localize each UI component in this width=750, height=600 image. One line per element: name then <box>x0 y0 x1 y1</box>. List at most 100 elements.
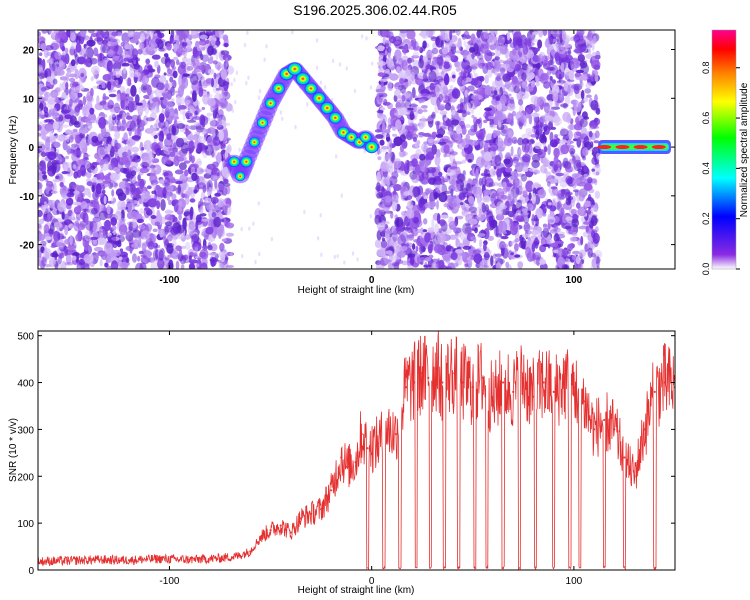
noise-speckle <box>48 30 57 36</box>
noise-speckle <box>166 159 172 165</box>
noise-speckle <box>386 175 391 187</box>
noise-speckle <box>164 137 174 148</box>
noise-speckle <box>164 214 174 221</box>
noise-speckle <box>467 258 473 268</box>
noise-speckle <box>291 30 294 35</box>
noise-speckle <box>561 30 567 41</box>
noise-speckle <box>128 124 132 137</box>
noise-speckle <box>522 243 526 249</box>
noise-speckle <box>552 30 561 38</box>
noise-speckle <box>517 218 526 223</box>
noise-speckle <box>387 262 394 269</box>
noise-speckle <box>430 114 435 118</box>
noise-speckle <box>156 197 163 201</box>
noise-speckle <box>80 201 88 210</box>
noise-speckle <box>84 230 92 242</box>
noise-speckle <box>427 227 435 233</box>
noise-speckle <box>104 219 111 232</box>
noise-speckle <box>383 47 389 57</box>
noise-speckle <box>376 247 386 257</box>
noise-speckle <box>247 75 250 81</box>
noise-speckle <box>61 124 70 128</box>
noise-speckle <box>512 160 521 168</box>
noise-speckle <box>178 162 187 171</box>
noise-speckle <box>379 107 386 111</box>
noise-speckle <box>116 120 122 132</box>
noise-speckle <box>45 208 49 216</box>
noise-speckle <box>412 136 417 142</box>
noise-speckle <box>182 221 188 230</box>
colorbar-tick-label: 0.6 <box>701 112 711 125</box>
noise-speckle <box>589 207 598 213</box>
noise-speckle <box>479 239 483 248</box>
noise-speckle <box>69 115 77 126</box>
noise-speckle <box>209 118 216 128</box>
noise-speckle <box>85 213 89 226</box>
noise-speckle <box>468 196 475 204</box>
noise-speckle <box>44 119 52 123</box>
noise-speckle <box>518 51 523 57</box>
noise-speckle <box>189 73 199 86</box>
noise-speckle <box>557 250 563 257</box>
noise-speckle <box>438 48 444 55</box>
noise-speckle <box>139 167 149 174</box>
noise-speckle <box>412 51 420 58</box>
noise-speckle <box>419 153 426 161</box>
noise-speckle <box>376 222 386 231</box>
noise-speckle <box>166 61 171 71</box>
noise-speckle <box>426 154 435 160</box>
noise-speckle <box>89 107 95 115</box>
noise-speckle <box>194 110 198 116</box>
noise-speckle <box>105 256 111 264</box>
noise-speckle <box>89 57 98 65</box>
noise-speckle <box>110 72 114 85</box>
noise-speckle <box>50 258 57 266</box>
noise-speckle <box>123 57 130 62</box>
signal-blob <box>240 156 253 168</box>
noise-speckle <box>208 202 214 210</box>
noise-speckle <box>104 262 109 268</box>
noise-speckle <box>107 163 116 171</box>
noise-speckle <box>570 84 580 90</box>
noise-speckle <box>494 61 502 73</box>
noise-speckle <box>59 38 64 50</box>
noise-speckle <box>410 71 415 82</box>
noise-speckle <box>463 40 467 47</box>
snr-data-point <box>593 428 596 431</box>
noise-speckle <box>231 108 234 113</box>
noise-speckle <box>136 114 142 125</box>
snr-data-point <box>289 531 292 534</box>
noise-speckle <box>500 194 508 200</box>
noise-speckle <box>594 130 600 139</box>
noise-speckle <box>531 242 536 253</box>
noise-speckle <box>303 209 306 215</box>
noise-speckle <box>538 207 542 219</box>
noise-speckle <box>241 253 244 259</box>
noise-speckle <box>530 133 538 138</box>
noise-speckle <box>140 161 150 169</box>
noise-speckle <box>188 262 195 269</box>
noise-speckle <box>375 260 381 266</box>
noise-speckle <box>438 171 443 178</box>
noise-speckle <box>65 253 72 265</box>
noise-speckle <box>80 192 85 198</box>
noise-speckle <box>110 260 119 269</box>
noise-speckle <box>102 96 110 100</box>
noise-speckle <box>572 182 577 189</box>
noise-speckle <box>151 54 161 60</box>
noise-speckle <box>226 144 232 154</box>
noise-speckle <box>461 208 466 215</box>
noise-speckle <box>82 95 87 106</box>
noise-speckle <box>578 225 588 230</box>
snr-data-point <box>346 465 349 468</box>
noise-speckle <box>71 255 77 261</box>
noise-speckle <box>175 30 183 36</box>
noise-speckle <box>165 121 169 127</box>
noise-speckle <box>537 149 546 159</box>
noise-speckle <box>482 62 489 74</box>
noise-speckle <box>194 167 204 175</box>
noise-speckle <box>119 251 128 258</box>
noise-speckle <box>525 142 531 152</box>
noise-speckle <box>110 217 117 226</box>
signal-blob <box>304 82 318 95</box>
